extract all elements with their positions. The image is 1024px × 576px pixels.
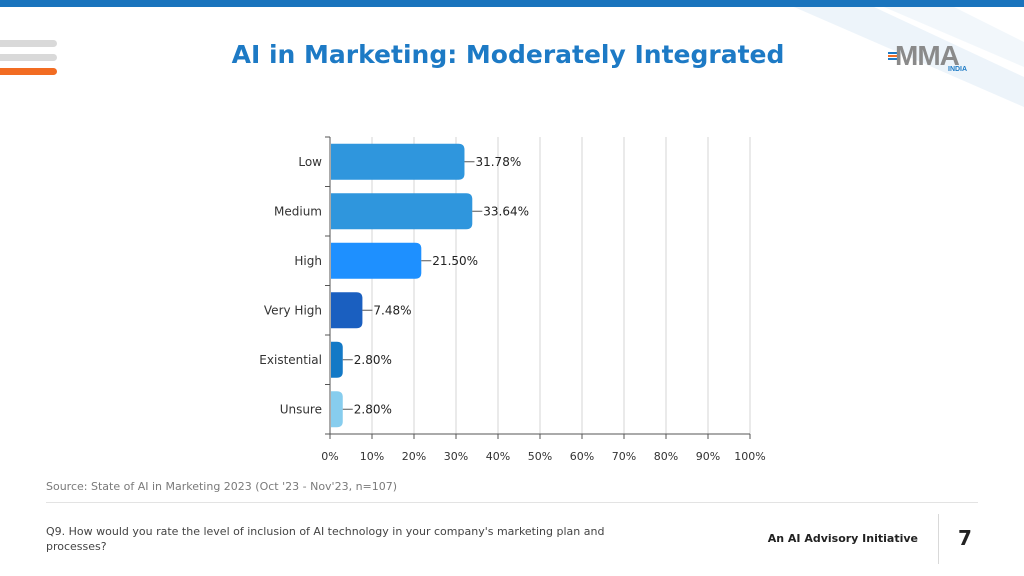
category-label: Very High xyxy=(264,303,322,317)
x-tick-label: 80% xyxy=(654,450,678,463)
bar-unsure xyxy=(331,391,343,428)
x-tick-label: 40% xyxy=(486,450,510,463)
category-label: Unsure xyxy=(280,402,322,416)
menu-lines-icon xyxy=(0,40,60,80)
source-note: Source: State of AI in Marketing 2023 (O… xyxy=(46,480,398,493)
category-label: Medium xyxy=(274,204,322,218)
logo-text: MMA xyxy=(895,40,960,71)
value-label: 33.64% xyxy=(483,204,529,218)
chart-bars xyxy=(331,143,473,428)
top-accent-bar xyxy=(0,0,1024,7)
x-tick-label: 100% xyxy=(734,450,765,463)
bar-medium xyxy=(331,193,473,230)
logo-subtext: INDIA xyxy=(948,66,968,73)
initiative-label: An AI Advisory Initiative xyxy=(767,532,918,545)
logo-stripes-icon xyxy=(888,52,898,62)
category-label: Low xyxy=(298,155,322,169)
x-tick-label: 20% xyxy=(402,450,426,463)
footer-divider xyxy=(46,502,978,503)
footer-vertical-divider xyxy=(938,514,939,564)
decorative-swoosh xyxy=(794,7,1024,107)
survey-question: Q9. How would you rate the level of incl… xyxy=(46,525,605,553)
value-label: 2.80% xyxy=(354,402,392,416)
x-tick-label: 90% xyxy=(696,450,720,463)
chart-gridlines xyxy=(371,137,751,434)
category-label: High xyxy=(294,254,322,268)
mma-india-logo: MMA INDIA xyxy=(888,42,978,76)
x-tick-label: 70% xyxy=(612,450,636,463)
value-label: 7.48% xyxy=(373,303,411,317)
page-title: AI in Marketing: Moderately Integrated xyxy=(231,40,785,69)
x-tick-label: 30% xyxy=(444,450,468,463)
page-number: 7 xyxy=(958,526,972,550)
x-tick-label: 60% xyxy=(570,450,594,463)
chart-axes xyxy=(325,136,751,439)
value-label: 2.80% xyxy=(354,353,392,367)
chart-labels: 0% 10% 20% 30% 40% 50% 60% 70% 80% 90% 100% Low 31.7… xyxy=(259,155,765,463)
value-label: 21.50% xyxy=(432,254,478,268)
x-tick-label: 50% xyxy=(528,450,552,463)
bar-high xyxy=(331,242,422,279)
bar-very-high xyxy=(331,292,363,329)
category-label: Existential xyxy=(259,353,322,367)
x-tick-label: 0% xyxy=(321,450,338,463)
x-tick-label: 10% xyxy=(360,450,384,463)
value-label: 31.78% xyxy=(475,155,521,169)
bar-low xyxy=(331,143,465,180)
bar-existential xyxy=(331,341,343,378)
